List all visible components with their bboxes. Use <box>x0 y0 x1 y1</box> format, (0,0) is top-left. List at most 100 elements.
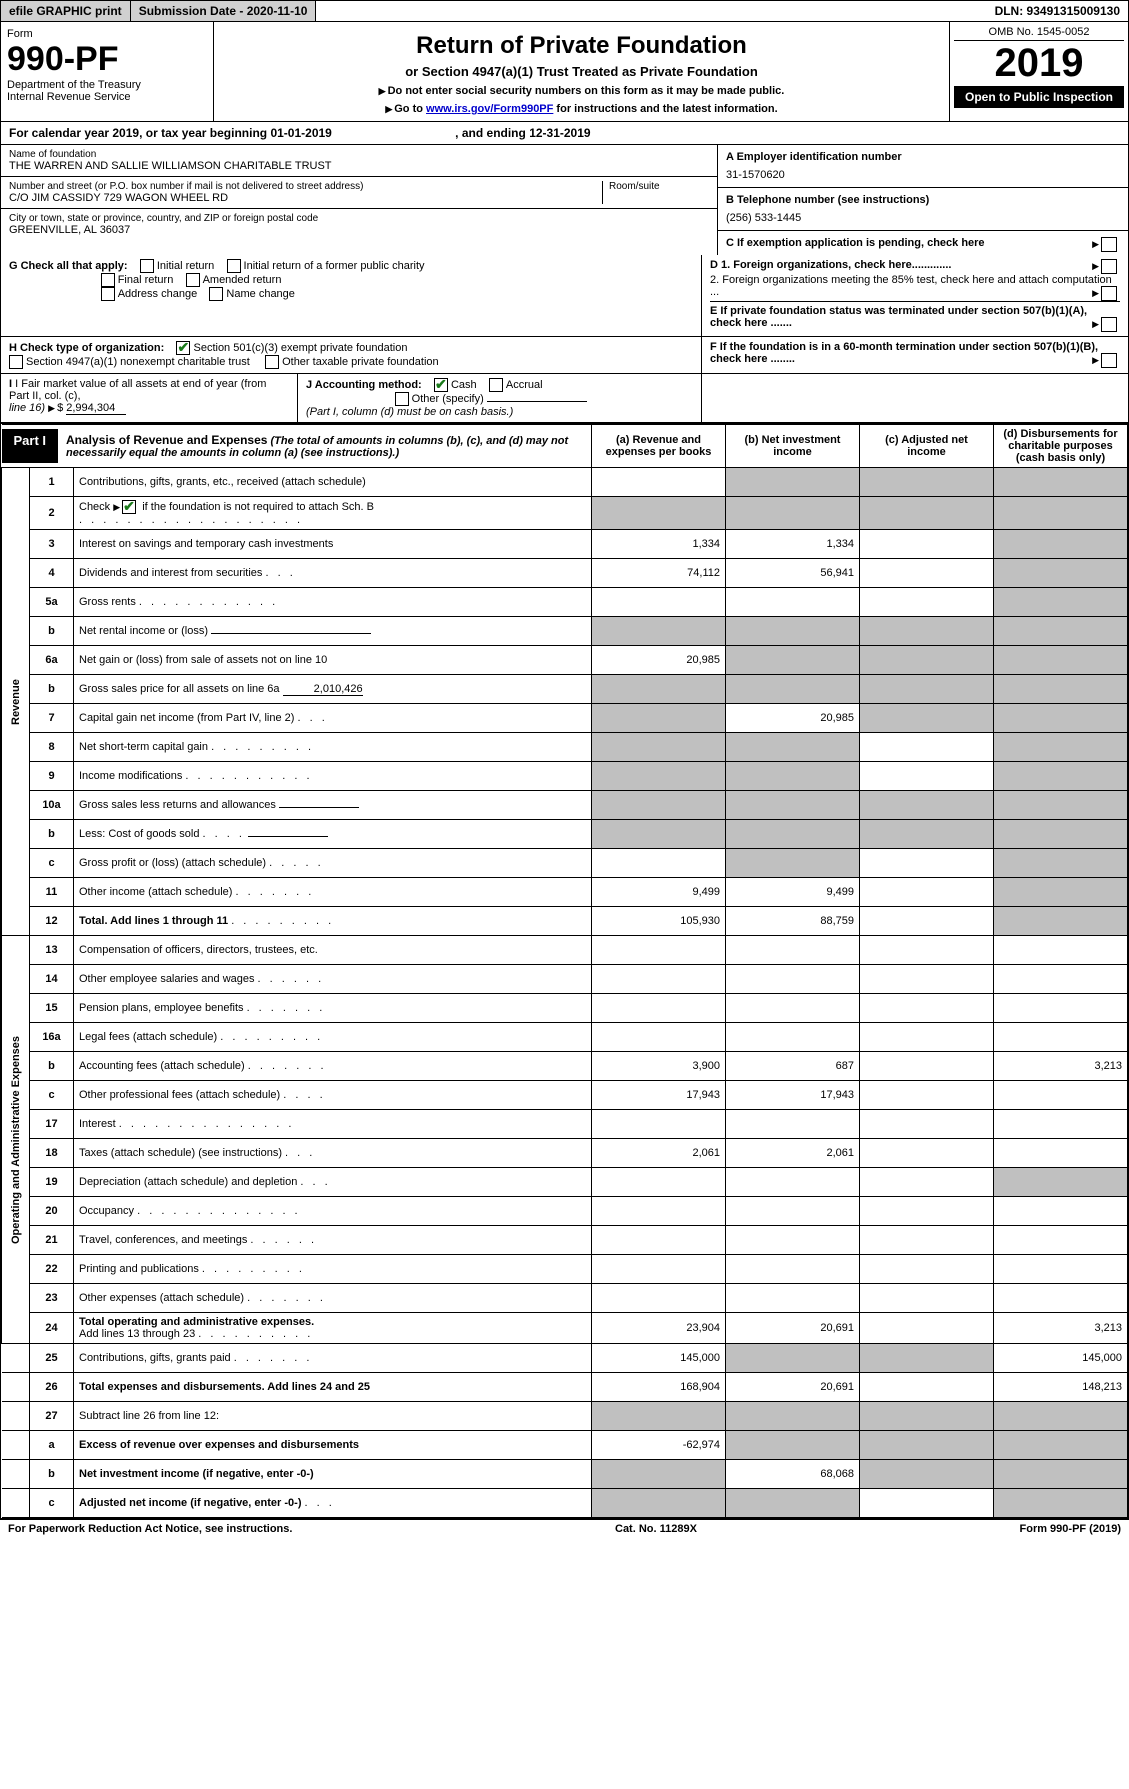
e-checkbox[interactable] <box>1101 317 1117 332</box>
other-method-checkbox[interactable] <box>395 392 409 406</box>
ein-label: A Employer identification number <box>726 151 1120 163</box>
open-to-public-banner: Open to Public Inspection <box>954 86 1124 108</box>
part1-header-row: Part I Analysis of Revenue and Expenses … <box>2 425 1128 468</box>
h-check-row: H Check type of organization: Section 50… <box>1 337 702 373</box>
row-22: 22Printing and publications . . . . . . … <box>2 1255 1128 1284</box>
row-10b: bLess: Cost of goods sold . . . . <box>2 820 1128 849</box>
h-label: H Check type of organization: <box>9 342 164 354</box>
calendar-year-line: For calendar year 2019, or tax year begi… <box>1 122 1128 145</box>
col-b-header: (b) Net investment income <box>726 425 860 468</box>
row-16c: cOther professional fees (attach schedul… <box>2 1081 1128 1110</box>
entity-left-col: Name of foundation THE WARREN AND SALLIE… <box>1 145 718 255</box>
foundation-name-value: THE WARREN AND SALLIE WILLIAMSON CHARITA… <box>9 160 709 172</box>
form-year-footer: Form 990-PF (2019) <box>1020 1523 1121 1535</box>
irs-instructions-link[interactable]: www.irs.gov/Form990PF <box>426 103 553 115</box>
row-18: 18Taxes (attach schedule) (see instructi… <box>2 1139 1128 1168</box>
row-10c: cGross profit or (loss) (attach schedule… <box>2 849 1128 878</box>
expenses-vertical-label: Operating and Administrative Expenses <box>2 936 30 1344</box>
row-17: 17Interest . . . . . . . . . . . . . . . <box>2 1110 1128 1139</box>
d1-line: D 1. Foreign organizations, check here..… <box>710 259 1120 271</box>
g-check-row: G Check all that apply: Initial return I… <box>1 255 702 336</box>
other-taxable-checkbox[interactable] <box>265 355 279 369</box>
row-5a: 5aGross rents . . . . . . . . . . . . <box>2 588 1128 617</box>
form-title: Return of Private Foundation <box>220 32 943 60</box>
address-label: Number and street (or P.O. box number if… <box>9 181 602 192</box>
j-label: J Accounting method: <box>306 379 422 391</box>
submission-date-pill: Submission Date - 2020-11-10 <box>131 1 317 21</box>
form-identity: Form 990-PF Department of the Treasury I… <box>1 22 214 121</box>
4947a1-checkbox[interactable] <box>9 355 23 369</box>
instructions-link-line: Go to www.irs.gov/Form990PF for instruct… <box>220 103 943 115</box>
exemption-pending-box: C If exemption application is pending, c… <box>718 231 1128 255</box>
row-11: 11Other income (attach schedule) . . . .… <box>2 878 1128 907</box>
row-19: 19Depreciation (attach schedule) and dep… <box>2 1168 1128 1197</box>
name-change-checkbox[interactable] <box>209 287 223 301</box>
row-8: 8Net short-term capital gain . . . . . .… <box>2 733 1128 762</box>
j-note: (Part I, column (d) must be on cash basi… <box>306 406 513 418</box>
page-footer: For Paperwork Reduction Act Notice, see … <box>0 1519 1129 1538</box>
e-line: E If private foundation status was termi… <box>710 301 1120 329</box>
row-10a: 10aGross sales less returns and allowanc… <box>2 791 1128 820</box>
row-27a: aExcess of revenue over expenses and dis… <box>2 1431 1128 1460</box>
accrual-checkbox[interactable] <box>489 378 503 392</box>
row-23: 23Other expenses (attach schedule) . . .… <box>2 1284 1128 1313</box>
cash-checkbox[interactable] <box>434 378 448 392</box>
initial-return-checkbox[interactable] <box>140 259 154 273</box>
row-5b: bNet rental income or (loss) <box>2 617 1128 646</box>
i-j-left: I I Fair market value of all assets at e… <box>1 374 702 422</box>
f-checkbox[interactable] <box>1101 353 1117 368</box>
row-12: 12Total. Add lines 1 through 11 . . . . … <box>2 907 1128 936</box>
i-j-right-empty <box>702 374 1128 422</box>
entity-info-grid: Name of foundation THE WARREN AND SALLIE… <box>1 145 1128 255</box>
row-21: 21Travel, conferences, and meetings . . … <box>2 1226 1128 1255</box>
telephone-value: (256) 533-1445 <box>726 212 1120 224</box>
telephone-box: B Telephone number (see instructions) (2… <box>718 188 1128 231</box>
revenue-vertical-label: Revenue <box>2 468 30 936</box>
part1-tag: Part I <box>2 429 59 463</box>
form-number: 990-PF <box>7 40 207 79</box>
final-return-checkbox[interactable] <box>101 273 115 287</box>
amended-return-checkbox[interactable] <box>186 273 200 287</box>
row-27b: bNet investment income (if negative, ent… <box>2 1460 1128 1489</box>
dept-line-2: Internal Revenue Service <box>7 91 207 103</box>
city-box: City or town, state or province, country… <box>1 209 717 240</box>
row-4: 4Dividends and interest from securities … <box>2 559 1128 588</box>
row-16a: 16aLegal fees (attach schedule) . . . . … <box>2 1023 1128 1052</box>
col-c-header: (c) Adjusted net income <box>860 425 994 468</box>
dept-line-1: Department of the Treasury <box>7 79 207 91</box>
row-24: 24Total operating and administrative exp… <box>2 1313 1128 1344</box>
row-2: 2 Check if the foundation is not require… <box>2 497 1128 530</box>
initial-return-former-checkbox[interactable] <box>227 259 241 273</box>
sch-b-checkbox[interactable] <box>122 500 136 514</box>
efile-print-button[interactable]: efile GRAPHIC print <box>1 1 131 21</box>
address-box: Number and street (or P.O. box number if… <box>1 177 717 209</box>
row-6b: bGross sales price for all assets on lin… <box>2 675 1128 704</box>
g-h-rows: G Check all that apply: Initial return I… <box>1 255 1128 337</box>
row-7: 7Capital gain net income (from Part IV, … <box>2 704 1128 733</box>
toolbar-spacer <box>316 1 986 21</box>
row-15: 15Pension plans, employee benefits . . .… <box>2 994 1128 1023</box>
row-16b: bAccounting fees (attach schedule) . . .… <box>2 1052 1128 1081</box>
row-27c: cAdjusted net income (if negative, enter… <box>2 1489 1128 1518</box>
d1-checkbox[interactable] <box>1101 259 1117 274</box>
d-e-box: D 1. Foreign organizations, check here..… <box>702 255 1128 336</box>
row-26: 26Total expenses and disbursements. Add … <box>2 1373 1128 1402</box>
d2-checkbox[interactable] <box>1101 286 1117 301</box>
row-20: 20Occupancy . . . . . . . . . . . . . . <box>2 1197 1128 1226</box>
catalog-number: Cat. No. 11289X <box>615 1523 697 1535</box>
dln-label: DLN: 93491315009130 <box>987 1 1128 21</box>
tax-year: 2019 <box>954 41 1124 86</box>
exemption-pending-checkbox[interactable] <box>1101 237 1117 252</box>
fmv-value: 2,994,304 <box>66 402 126 415</box>
form-year-block: OMB No. 1545-0052 2019 Open to Public In… <box>950 22 1128 121</box>
form-990pf-page: efile GRAPHIC print Submission Date - 20… <box>0 0 1129 1519</box>
address-value: C/O JIM CASSIDY 729 WAGON WHEEL RD <box>9 192 602 204</box>
501c3-checkbox[interactable] <box>176 341 190 355</box>
top-toolbar: efile GRAPHIC print Submission Date - 20… <box>1 1 1128 22</box>
col-d-header: (d) Disbursements for charitable purpose… <box>994 425 1128 468</box>
d2-line: 2. Foreign organizations meeting the 85%… <box>710 274 1120 298</box>
foundation-name-box: Name of foundation THE WARREN AND SALLIE… <box>1 145 717 177</box>
address-change-checkbox[interactable] <box>101 287 115 301</box>
f-label: F If the foundation is in a 60-month ter… <box>710 341 1098 365</box>
omb-number: OMB No. 1545-0052 <box>954 26 1124 41</box>
